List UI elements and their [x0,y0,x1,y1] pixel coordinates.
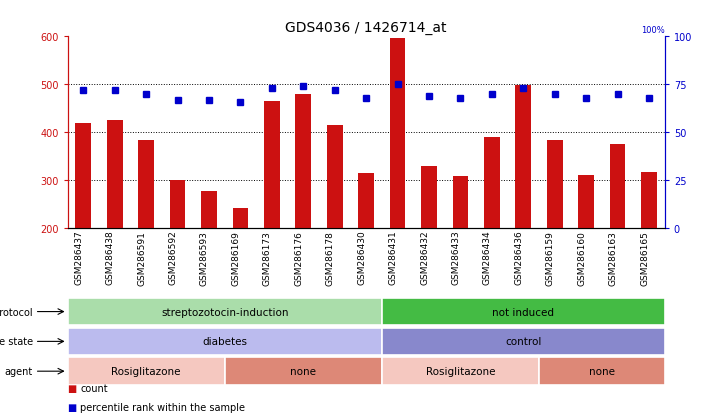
FancyBboxPatch shape [382,298,665,325]
Bar [390,38,405,229]
Text: GSM286430: GSM286430 [357,230,366,285]
Text: GSM286438: GSM286438 [106,230,114,285]
Text: Rosiglitazone: Rosiglitazone [426,366,496,376]
Text: GSM286433: GSM286433 [451,230,461,285]
Text: not induced: not induced [492,307,555,317]
FancyBboxPatch shape [68,358,225,385]
Text: GSM286593: GSM286593 [200,230,209,285]
Bar [327,126,343,229]
Text: GSM286159: GSM286159 [546,230,555,285]
Text: protocol: protocol [0,307,33,317]
Text: percentile rank within the sample: percentile rank within the sample [80,402,245,412]
FancyBboxPatch shape [225,358,382,385]
Text: none: none [290,366,316,376]
Bar [264,102,279,229]
Text: GSM286165: GSM286165 [640,230,649,285]
Bar [170,181,186,229]
Text: GSM286431: GSM286431 [389,230,397,285]
Bar [515,86,531,229]
Text: GSM286163: GSM286163 [609,230,618,285]
FancyBboxPatch shape [382,328,665,355]
Bar [641,172,657,229]
Text: GSM286592: GSM286592 [169,230,178,285]
Bar [138,140,154,229]
Text: GSM286436: GSM286436 [514,230,523,285]
Text: GSM286176: GSM286176 [294,230,304,285]
Text: GSM286178: GSM286178 [326,230,335,285]
Bar [358,174,374,229]
Text: diabetes: diabetes [202,337,247,347]
Text: GSM286160: GSM286160 [577,230,586,285]
Bar [421,166,437,229]
Text: GSM286434: GSM286434 [483,230,492,285]
Bar [453,177,469,229]
Bar [547,140,562,229]
Text: GSM286591: GSM286591 [137,230,146,285]
Text: count: count [80,383,108,393]
Text: GDS4036 / 1426714_at: GDS4036 / 1426714_at [285,21,447,35]
Text: GSM286169: GSM286169 [231,230,240,285]
Text: ■: ■ [68,402,77,412]
Text: disease state: disease state [0,337,33,347]
Text: GSM286173: GSM286173 [263,230,272,285]
Bar [75,123,91,229]
FancyBboxPatch shape [382,358,539,385]
Text: control: control [505,337,542,347]
Text: ■: ■ [68,383,77,393]
Bar [610,145,626,229]
Bar [296,95,311,229]
FancyBboxPatch shape [68,298,382,325]
Bar [107,121,122,229]
Bar [578,175,594,229]
Bar [484,138,500,229]
Text: 100%: 100% [641,26,665,35]
Text: streptozotocin-induction: streptozotocin-induction [161,307,289,317]
Text: Rosiglitazone: Rosiglitazone [112,366,181,376]
Bar [232,209,248,229]
FancyBboxPatch shape [68,328,382,355]
Text: GSM286432: GSM286432 [420,230,429,285]
Text: agent: agent [5,366,33,376]
FancyBboxPatch shape [539,358,665,385]
Text: GSM286437: GSM286437 [74,230,83,285]
Text: none: none [589,366,615,376]
Bar [201,192,217,229]
